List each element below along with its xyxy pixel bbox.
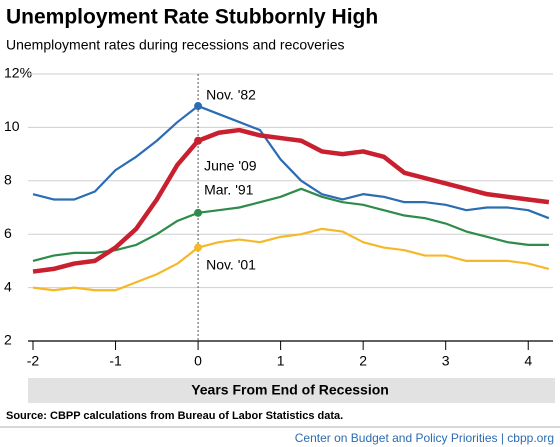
x-tick-label: -2 (27, 353, 40, 369)
y-tick-label: 12% (4, 65, 32, 81)
x-tick-label: 4 (524, 353, 532, 369)
y-tick-label: 10 (4, 118, 20, 134)
chart-title: Unemployment Rate Stubbornly High (6, 6, 378, 29)
x-tick-label: 1 (277, 353, 285, 369)
y-tick-label: 6 (4, 225, 12, 241)
chart-subtitle: Unemployment rates during recessions and… (6, 37, 345, 53)
series-label: Mar. '91 (204, 182, 254, 198)
series-line (32, 227, 550, 292)
x-tick-label: -1 (109, 353, 122, 369)
footer: Center on Budget and Policy Priorities |… (295, 431, 554, 445)
x-tick-label: 3 (442, 353, 450, 369)
series-label: Nov. '82 (206, 87, 256, 103)
y-tick-label: 2 (4, 332, 12, 348)
series-line (32, 104, 550, 220)
x-axis-label: Years From End of Recession (191, 382, 389, 398)
series-line (32, 127, 550, 274)
y-tick-label: 8 (4, 172, 12, 188)
recession-end-dot (194, 243, 203, 252)
x-tick-label: 2 (359, 353, 367, 369)
series-label: June '09 (204, 157, 257, 173)
x-label-band (28, 378, 555, 403)
x-tick-label: 0 (194, 353, 202, 369)
y-tick-label: 4 (4, 278, 12, 294)
series-line (32, 187, 549, 262)
series-label: Nov. '01 (206, 256, 256, 272)
recession-end-dot (194, 136, 203, 145)
source-note: Source: CBPP calculations from Bureau of… (6, 410, 343, 422)
recession-end-dot (194, 102, 203, 111)
recession-end-dot (194, 208, 203, 217)
